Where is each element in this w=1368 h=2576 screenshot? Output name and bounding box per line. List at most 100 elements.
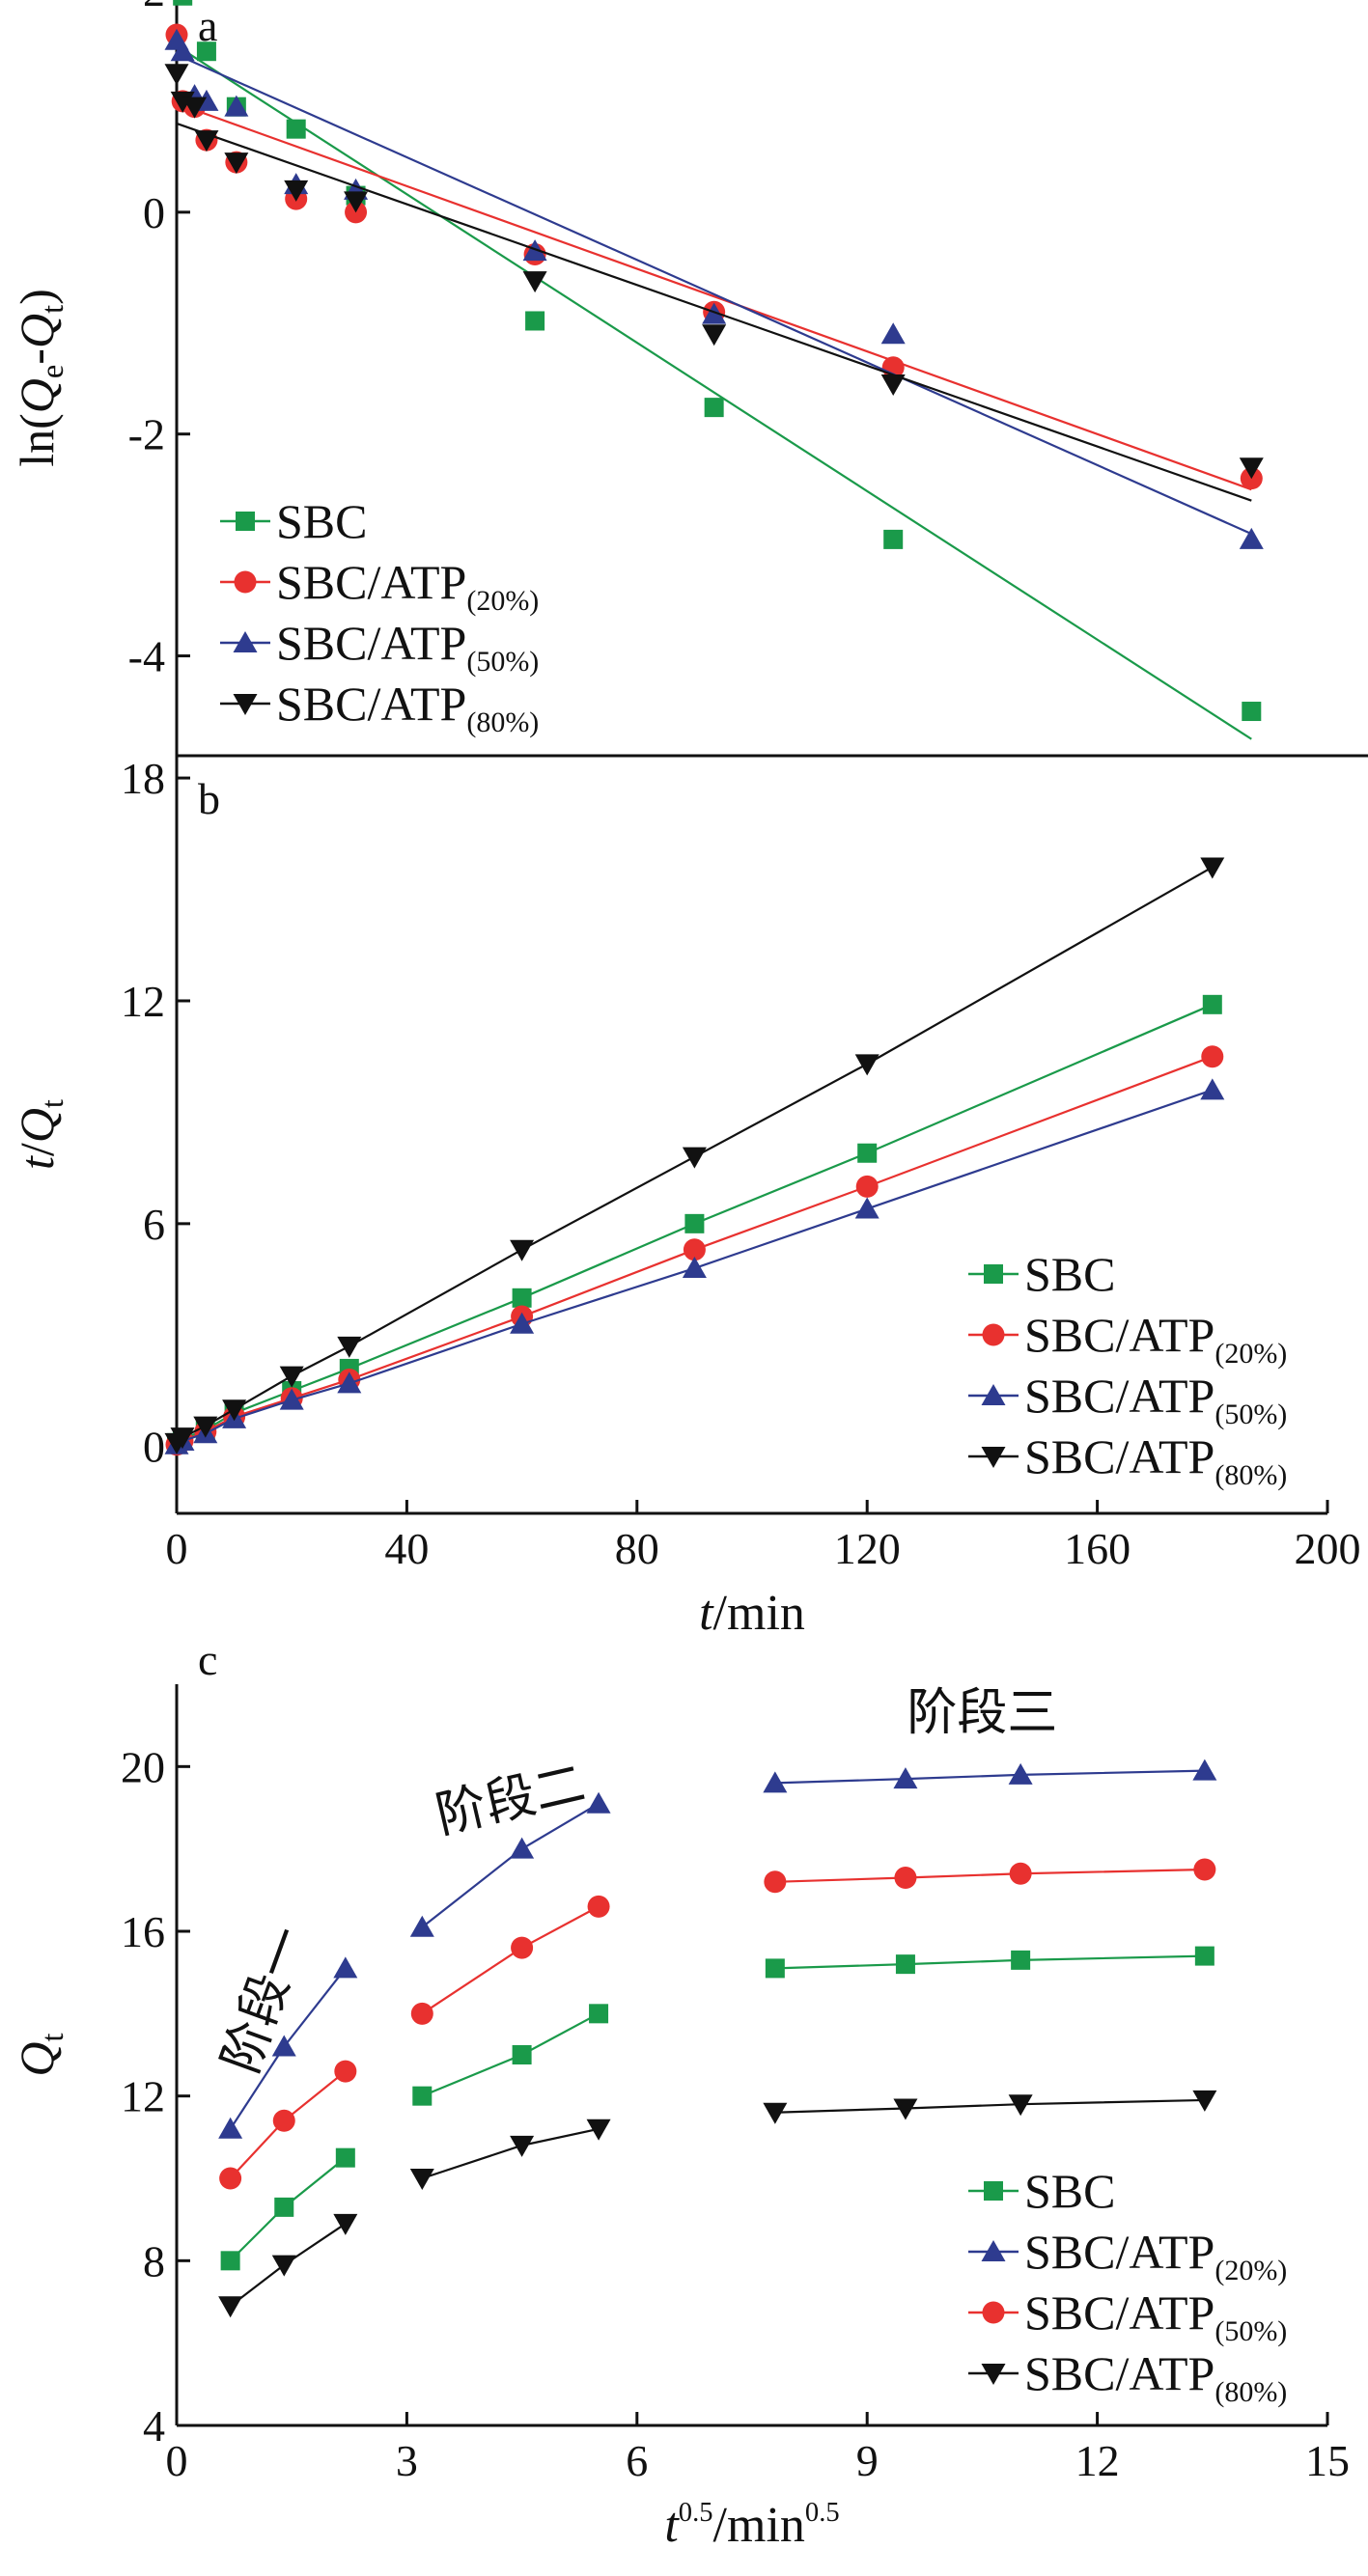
y-tick-label: 8 — [143, 2236, 165, 2285]
data-point — [286, 119, 306, 139]
x-tick-label: 200 — [1295, 1524, 1361, 1573]
y-tick-label: 4 — [143, 2401, 165, 2451]
x-tick-label: 120 — [834, 1524, 901, 1573]
x-tick-label: 0 — [166, 1524, 188, 1573]
data-point — [334, 2060, 357, 2083]
legend-marker — [236, 512, 255, 531]
legend-label: SBC/ATP(80%) — [1024, 2346, 1287, 2408]
data-point — [220, 2251, 240, 2271]
legend-marker — [984, 1264, 1003, 1284]
data-point — [284, 180, 309, 202]
legend-marker — [982, 1323, 1005, 1346]
data-point — [854, 1054, 879, 1076]
panel-label: a — [198, 1, 217, 50]
x-tick-label: 9 — [856, 2436, 879, 2485]
data-point — [222, 1399, 247, 1422]
data-point — [279, 1366, 304, 1388]
legend-marker — [981, 2240, 1006, 2261]
fit-line — [176, 122, 1252, 502]
data-point — [510, 1239, 535, 1261]
data-point — [763, 2102, 788, 2124]
x-tick-label: 3 — [396, 2436, 418, 2485]
legend-label: SBC/ATP(80%) — [1024, 1429, 1287, 1491]
legend-label: SBC/ATP(20%) — [1024, 2225, 1287, 2286]
series-4 — [164, 857, 1225, 1454]
data-point — [274, 2197, 294, 2217]
data-point — [173, 0, 193, 6]
data-point — [525, 311, 545, 331]
series-1 — [220, 1946, 1214, 2271]
data-point — [511, 1936, 534, 1959]
legend: SBC SBC/ATP(20%)SBC/ATP(50%)SBC/ATP(80%) — [968, 2164, 1287, 2408]
panel-label: b — [198, 774, 220, 823]
y-axis-label: ln(Qe-Qt) — [10, 289, 70, 467]
panel-label: c — [198, 1635, 217, 1684]
data-point — [224, 152, 249, 175]
legend-marker — [981, 1384, 1006, 1405]
data-point — [763, 1771, 788, 1793]
data-point — [702, 302, 727, 324]
stage-label: 阶段一 — [213, 1920, 317, 2080]
y-tick-label: -4 — [128, 632, 165, 681]
data-point — [224, 95, 249, 117]
stage-label: 阶段三 — [907, 1686, 1057, 1741]
series-line — [774, 1954, 1205, 1970]
x-axis-label: t/min — [699, 1586, 805, 1641]
data-point — [344, 191, 369, 213]
data-point — [1192, 2090, 1217, 2112]
data-point — [587, 1895, 610, 1918]
data-point — [1239, 527, 1264, 549]
data-point — [1009, 1862, 1032, 1885]
data-point — [335, 2147, 355, 2168]
data-point — [765, 1958, 785, 1979]
data-point — [1201, 1045, 1224, 1068]
x-tick-label: 80 — [615, 1524, 659, 1573]
series-line — [421, 2012, 600, 2097]
legend-label: SBC/ATP(50%) — [1024, 1369, 1287, 1430]
legend-label: SBC/ATP(20%) — [276, 555, 539, 617]
stage-label: 阶段二 — [432, 1757, 591, 1844]
series-2 — [218, 1759, 1217, 2139]
series-line — [176, 1089, 1214, 1446]
data-point — [586, 2119, 611, 2141]
data-point — [333, 1956, 358, 1979]
series-3 — [164, 28, 1264, 549]
x-tick-label: 40 — [384, 1524, 429, 1573]
data-point — [218, 2296, 243, 2318]
data-point — [512, 2045, 532, 2064]
data-point — [855, 1175, 879, 1198]
chart-panel-a: 2 0 -2 -4 a ln(Qe-Qt) SBC SBC/ATP(20%)SBC/ATP(5… — [10, 0, 1368, 758]
series-line — [774, 2098, 1205, 2114]
legend-marker — [981, 1447, 1006, 1468]
data-point — [333, 2213, 358, 2235]
x-tick-label: 12 — [1075, 2436, 1120, 2485]
legend-label: SBC/ATP(50%) — [276, 616, 539, 678]
data-point — [409, 2169, 434, 2190]
data-point — [854, 1197, 879, 1219]
data-point — [271, 2255, 296, 2277]
legend-marker — [981, 2364, 1006, 2385]
series-line — [774, 1769, 1205, 1785]
data-point — [194, 130, 219, 152]
data-point — [1239, 457, 1264, 480]
chart-panel-c: 4 8 12 16 20 0 3 6 9 12 15 c Qt t0.5/min0.5 阶段一 阶段二 阶段三 S… — [10, 1635, 1350, 2553]
series-4 — [218, 2090, 1217, 2318]
data-point — [702, 324, 727, 346]
data-point — [894, 1867, 917, 1890]
series-line — [176, 866, 1214, 1444]
y-tick-label: 18 — [121, 754, 165, 803]
legend-marker — [982, 2301, 1005, 2324]
y-tick-label: 0 — [143, 1423, 165, 1472]
data-point — [880, 322, 906, 345]
y-axis-label: Qt — [10, 2033, 70, 2076]
fit-line — [176, 102, 1252, 491]
data-point — [170, 40, 195, 62]
series-line — [421, 1905, 600, 2015]
data-point — [893, 1767, 918, 1789]
data-point — [1200, 857, 1225, 879]
data-point — [164, 64, 189, 86]
data-point — [880, 374, 906, 396]
x-tick-label: 6 — [626, 2436, 648, 2485]
data-point — [682, 1257, 707, 1279]
